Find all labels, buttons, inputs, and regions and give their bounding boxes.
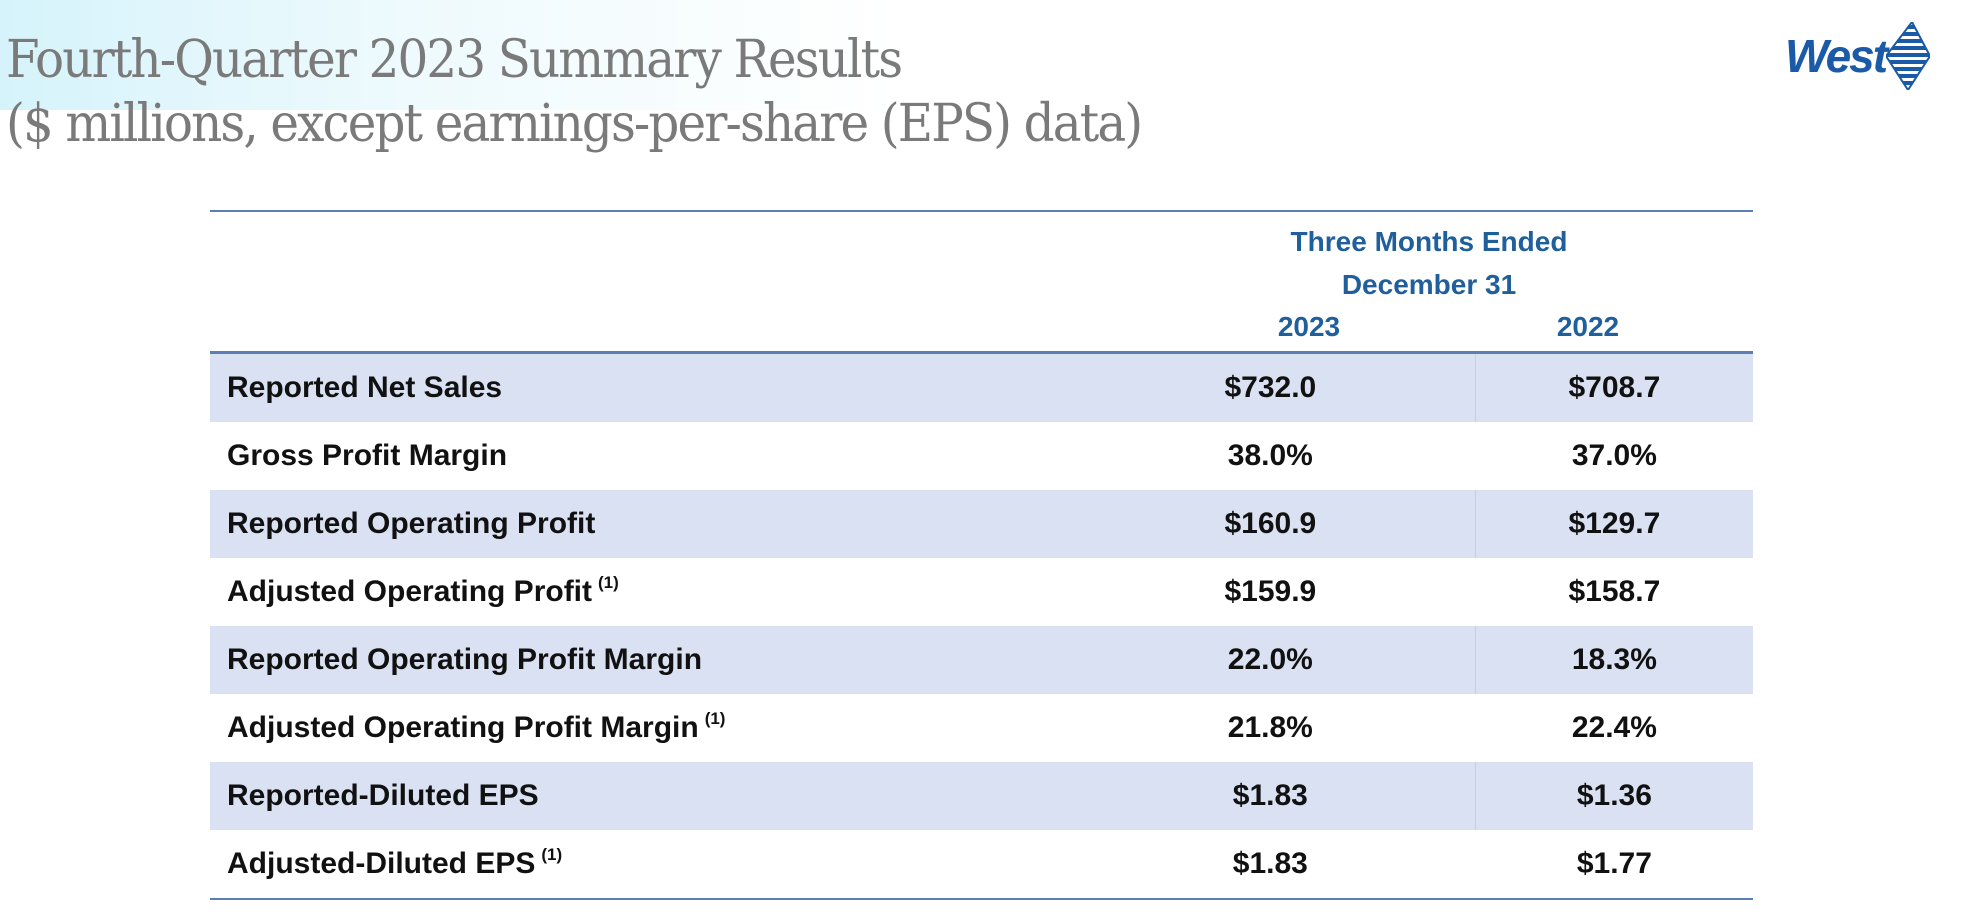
value-2022: $708.7	[1568, 371, 1661, 404]
column-divider	[1474, 490, 1476, 558]
row-label-text: Reported Net Sales	[227, 371, 503, 404]
row-label: Gross Profit Margin	[210, 439, 1232, 473]
table-row: Adjusted Operating Profit (1) $159.9 $158.7	[210, 558, 1753, 626]
table-bottom-rule	[210, 898, 1753, 900]
table-row: Reported Operating Profit Margin 22.0% 18.…	[210, 626, 1753, 694]
row-label: Reported-Diluted EPS	[210, 779, 1232, 813]
value-2023: $732.0	[1224, 371, 1317, 404]
row-label: Reported Operating Profit Margin	[210, 643, 1232, 677]
value-2022: 22.4%	[1571, 711, 1657, 744]
table-row: Reported Operating Profit $160.9 $129.7	[210, 490, 1753, 558]
west-logo: West	[1785, 22, 1931, 90]
table-top-rule	[210, 210, 1753, 212]
row-label-text: Reported-Diluted EPS	[227, 779, 539, 812]
row-label-text: Adjusted-Diluted EPS	[227, 847, 536, 880]
value-2023: $1.83	[1232, 779, 1308, 812]
table-row: Gross Profit Margin 38.0% 37.0%	[210, 422, 1753, 490]
row-label: Adjusted Operating Profit (1)	[210, 573, 1232, 609]
value-2022: 18.3%	[1571, 643, 1657, 676]
value-2023: 38.0%	[1227, 439, 1313, 472]
value-2023: $1.83	[1232, 847, 1308, 880]
value-2022: 37.0%	[1571, 439, 1657, 472]
page-title: Fourth-Quarter 2023 Summary Results ($ m…	[6, 28, 1143, 156]
table-header: Three Months Ended December 31 2023 2022	[210, 212, 1753, 351]
table-row: Reported Net Sales $732.0 $708.7	[210, 354, 1753, 422]
header-glow	[0, 0, 900, 110]
diamond-logo-icon	[1886, 22, 1931, 90]
table-row: Adjusted-Diluted EPS (1) $1.83 $1.77	[210, 830, 1753, 898]
row-label: Reported Operating Profit	[210, 507, 1232, 541]
row-label-text: Gross Profit Margin	[227, 439, 508, 472]
footnote-marker: (1)	[598, 573, 619, 592]
column-divider	[1474, 626, 1476, 694]
title-line-2: ($ millions, except earnings-per-share (…	[6, 94, 1143, 154]
column-header-2023: 2023	[1277, 311, 1341, 342]
column-divider	[1474, 354, 1476, 422]
value-2023: 22.0%	[1227, 643, 1313, 676]
row-label-text: Reported Operating Profit Margin	[227, 643, 703, 676]
row-label-text: Adjusted Operating Profit Margin	[227, 711, 699, 744]
row-label-text: Reported Operating Profit	[227, 507, 596, 540]
value-2022: $1.77	[1576, 847, 1652, 880]
period-date-header: December 31	[1341, 269, 1517, 300]
table-row: Reported-Diluted EPS $1.83 $1.36	[210, 762, 1753, 830]
row-label: Adjusted-Diluted EPS (1)	[210, 845, 1232, 881]
row-label-text: Adjusted Operating Profit	[227, 575, 593, 608]
value-2022: $158.7	[1568, 575, 1661, 608]
column-divider	[1474, 762, 1476, 830]
summary-results-table: Three Months Ended December 31 2023 2022…	[210, 210, 1753, 900]
value-2022: $129.7	[1568, 507, 1661, 540]
logo-text: West	[1785, 30, 1888, 82]
table-row: Adjusted Operating Profit Margin (1) 21.8%…	[210, 694, 1753, 762]
value-2023: $160.9	[1224, 507, 1317, 540]
row-label: Adjusted Operating Profit Margin (1)	[210, 709, 1232, 745]
title-line-1: Fourth-Quarter 2023 Summary Results	[6, 30, 903, 90]
row-label: Reported Net Sales	[210, 371, 1232, 405]
column-header-2022: 2022	[1556, 311, 1620, 342]
value-2022: $1.36	[1576, 779, 1652, 812]
period-header: Three Months Ended	[1290, 226, 1568, 257]
value-2023: 21.8%	[1227, 711, 1313, 744]
value-2023: $159.9	[1224, 575, 1317, 608]
footnote-marker: (1)	[704, 709, 726, 728]
footnote-marker: (1)	[541, 845, 563, 864]
header-rule	[210, 351, 1753, 354]
